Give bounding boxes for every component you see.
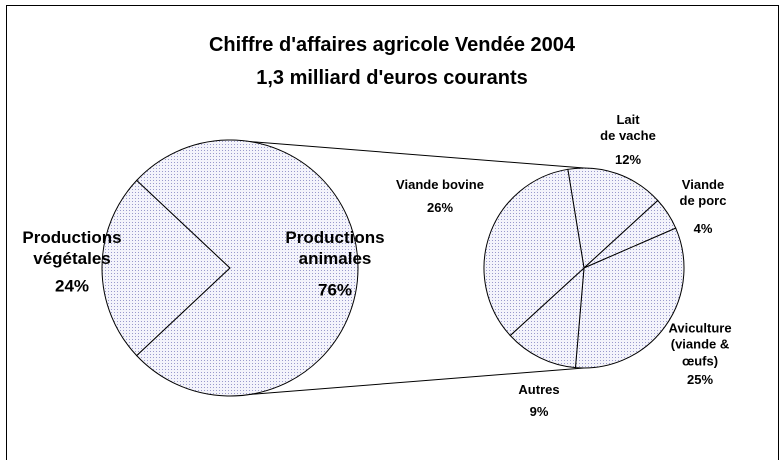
value-label: 12% xyxy=(614,151,642,167)
slice-label: Productions végétales xyxy=(22,227,122,268)
slice-label: Viande bovine xyxy=(396,176,484,192)
pie-slice xyxy=(567,167,659,269)
slice-label: Autres xyxy=(518,381,560,397)
pie-slice xyxy=(135,139,359,397)
value-label: 26% xyxy=(426,199,454,215)
pie-slice xyxy=(483,168,585,337)
chart-title: Chiffre d'affaires agricole Vendée 2004 xyxy=(208,34,576,56)
pie-slice xyxy=(574,227,685,369)
value-label: 76% xyxy=(317,280,353,300)
slice-label: Aviculture (viande & œufs) xyxy=(668,320,732,369)
connector xyxy=(229,139,585,169)
value-label: 24% xyxy=(54,276,90,296)
connector xyxy=(229,367,585,397)
pie-slice xyxy=(101,179,231,357)
slice-label: Productions animales xyxy=(285,227,385,268)
value-label: 25% xyxy=(686,371,714,387)
slice-label: Lait de vache xyxy=(600,111,656,143)
chart-subtitle: 1,3 milliard d'euros courants xyxy=(256,67,528,89)
pie-slice xyxy=(509,266,585,369)
value-label: 9% xyxy=(529,403,549,419)
value-label: 4% xyxy=(693,220,713,236)
slice-label: Viande de porc xyxy=(679,176,727,208)
